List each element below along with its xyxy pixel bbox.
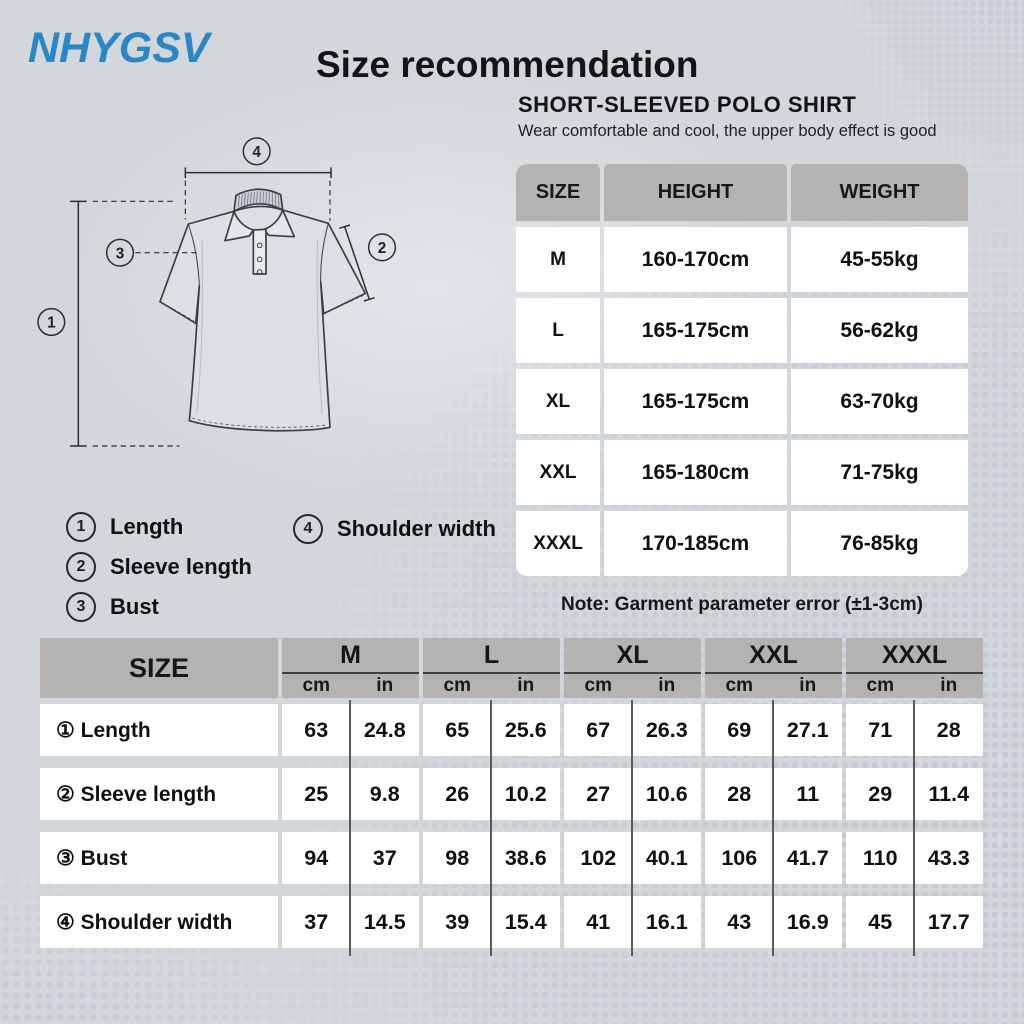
svg-text:2: 2 <box>378 240 387 257</box>
size-group-m: M cm in <box>282 638 419 698</box>
button-placket <box>252 228 267 275</box>
col-header-size: SIZE <box>516 164 600 221</box>
note-text: Note: Garment parameter error (±1-3cm) <box>560 594 924 615</box>
shirt-outline <box>159 205 367 432</box>
brand-logo: NHYGSV <box>28 24 210 72</box>
button-3 <box>256 269 263 275</box>
hem-stitch <box>192 417 328 428</box>
measure-shoulder-width: 4 <box>184 137 332 221</box>
weight-cell: 56-62kg <box>791 298 968 363</box>
unit-cm: cm <box>725 675 753 696</box>
legend-item-bust: 3 Bust <box>66 592 159 622</box>
table-row-length: ① Length 63 24.8 65 25.6 67 26.3 69 27.1 71 2… <box>40 704 983 756</box>
measure-bust: 3 <box>105 238 199 267</box>
cm-in-divider <box>913 700 915 956</box>
legend-item-length: 1 Length <box>66 512 183 542</box>
left-armhole-seam <box>187 223 200 287</box>
height-cell: 165-175cm <box>604 369 787 434</box>
circled-number-1: 1 <box>66 512 96 542</box>
header-divider <box>564 672 701 674</box>
collar-band <box>233 188 284 213</box>
size-group-xxl: XXL cm in <box>705 638 842 698</box>
height-cell: 170-185cm <box>604 511 787 576</box>
measurement-table-header: SIZE M cm in L cm in XL cm in XXL cm in <box>40 638 983 698</box>
cm-in-divider <box>490 700 492 956</box>
table-row-bust: ③ Bust 94 37 98 38.6 102 40.1 106 41.7 110 43… <box>40 832 983 884</box>
cm-in-divider <box>349 700 351 956</box>
page-title: Size recommendation <box>316 44 699 85</box>
button-1 <box>256 242 263 249</box>
size-group-xl: XL cm in <box>564 638 701 698</box>
button-2 <box>256 256 263 263</box>
unit-in: in <box>658 675 676 696</box>
weight-cell: 63-70kg <box>791 369 968 434</box>
collar-hatch <box>237 191 280 208</box>
product-tagline: Wear comfortable and cool, the upper bod… <box>518 122 937 140</box>
size-group-l: L cm in <box>423 638 560 698</box>
height-cell: 160-170cm <box>604 227 787 292</box>
circled-number-4: 4 <box>293 514 323 544</box>
cm-in-divider <box>772 700 774 956</box>
unit-in: in <box>799 675 817 696</box>
svg-text:4: 4 <box>252 144 261 161</box>
garment-measurement-table: SIZE M cm in L cm in XL cm in XXL cm in <box>40 638 983 956</box>
legend-item-shoulder-width: 4 Shoulder width <box>293 514 496 544</box>
size-cell: XL <box>516 369 600 434</box>
cm-in-divider <box>631 700 633 956</box>
unit-cm: cm <box>302 675 330 696</box>
col-header-height: HEIGHT <box>604 164 787 221</box>
legend-item-sleeve-length: 2 Sleeve length <box>66 552 252 582</box>
height-cell: 165-180cm <box>604 440 787 505</box>
table-row-sleeve-length: ② Sleeve length 25 9.8 26 10.2 27 10.6 28 11… <box>40 768 983 820</box>
left-fold-shade <box>196 239 203 414</box>
size-cell: XXXL <box>516 511 600 576</box>
size-cell: M <box>516 227 600 292</box>
weight-cell: 76-85kg <box>791 511 968 576</box>
header-divider <box>705 672 842 674</box>
height-cell: 165-175cm <box>604 298 787 363</box>
collar-left-flap <box>224 210 255 242</box>
collar-right-flap <box>263 209 296 238</box>
circled-number-3: 3 <box>66 592 96 622</box>
svg-text:1: 1 <box>47 315 56 332</box>
unit-in: in <box>940 675 958 696</box>
right-armhole-seam <box>320 223 329 282</box>
size-group-xxxl: XXXL cm in <box>846 638 983 698</box>
size-cell: L <box>516 298 600 363</box>
height-weight-table: SIZE HEIGHT WEIGHT M 160-170cm 45-55kg L… <box>516 164 968 576</box>
right-cuff-stitch <box>325 294 364 314</box>
measure-length: 1 <box>37 200 180 447</box>
svg-text:3: 3 <box>116 245 125 262</box>
size-cell: XXL <box>516 440 600 505</box>
unit-cm: cm <box>584 675 612 696</box>
corner-header-size: SIZE <box>40 638 278 698</box>
table-row-shoulder-width: ④ Shoulder width 37 14.5 39 15.4 41 16.1 43… <box>40 896 983 948</box>
unit-in: in <box>376 675 394 696</box>
header-divider <box>846 672 983 674</box>
header-divider <box>423 672 560 674</box>
circled-number-2: 2 <box>66 552 96 582</box>
unit-in: in <box>517 675 535 696</box>
unit-cm: cm <box>443 675 471 696</box>
polo-shirt-measurement-diagram: 4 1 3 2 <box>37 137 397 447</box>
unit-cm: cm <box>866 675 894 696</box>
header-divider <box>282 672 419 674</box>
left-cuff-stitch <box>163 302 195 322</box>
weight-cell: 45-55kg <box>791 227 968 292</box>
right-fold-shade <box>316 239 323 414</box>
product-name: SHORT-SLEEVED POLO SHIRT <box>518 92 857 117</box>
measure-sleeve-length: 2 <box>339 224 397 302</box>
weight-cell: 71-75kg <box>791 440 968 505</box>
col-header-weight: WEIGHT <box>791 164 968 221</box>
